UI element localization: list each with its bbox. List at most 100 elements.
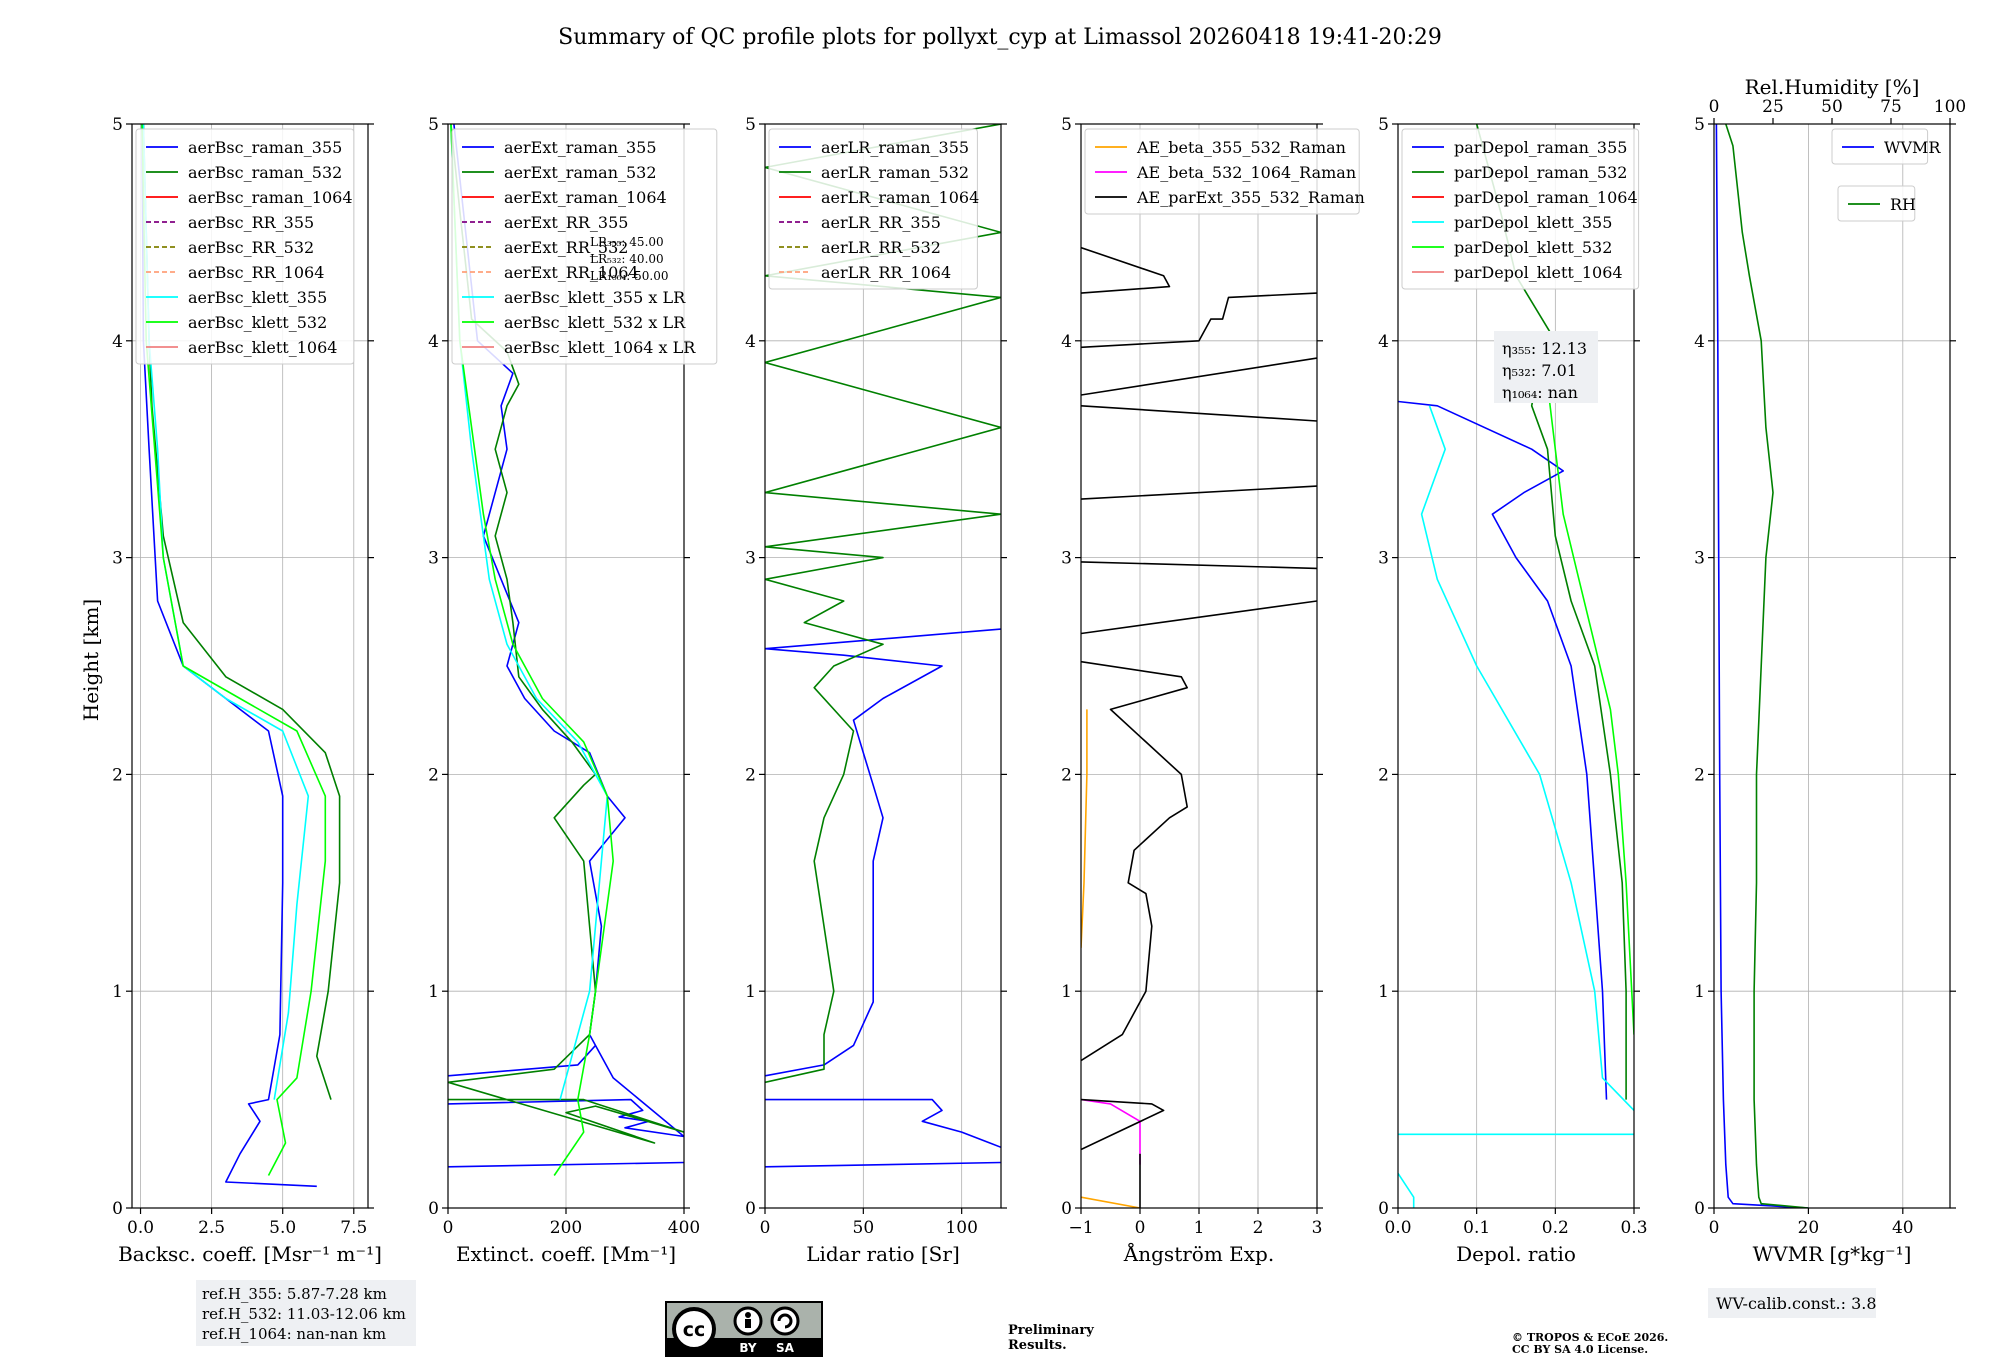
y-tick-label: 4 bbox=[428, 332, 439, 352]
x-tick-label: 0.1 bbox=[1463, 1218, 1490, 1238]
series-line bbox=[765, 628, 1001, 1077]
y-tick-label: 3 bbox=[428, 549, 439, 569]
legend-label: aerLR_raman_355 bbox=[821, 138, 969, 157]
legend-label: aerLR_raman_1064 bbox=[821, 188, 979, 207]
series-group bbox=[1715, 124, 1809, 1208]
x-tick-label: 2.5 bbox=[198, 1218, 225, 1238]
x-axis-label: Lidar ratio [Sr] bbox=[806, 1242, 960, 1266]
series-line bbox=[1715, 124, 1809, 1208]
x-tick-label: 0.3 bbox=[1620, 1218, 1647, 1238]
panel-wv: 0 20 40 0 1 2 3 4 5 WVMR [g*kg⁻¹] 0 25 50 75 100 Rel.Hu… bbox=[1694, 75, 1966, 1318]
series-line bbox=[765, 1098, 1001, 1149]
y-tick-label: 0 bbox=[1061, 1199, 1072, 1219]
x-tick-label: 50 bbox=[853, 1218, 875, 1238]
ref-heights-background bbox=[196, 1280, 416, 1346]
series-line bbox=[765, 1161, 1001, 1168]
panels: 0.0 2.5 5.0 7.5 0 1 2 3 4 5 Backsc. coeff. [Msr⁻¹ … bbox=[112, 75, 1966, 1318]
legend-label: parDepol_klett_532 bbox=[1454, 238, 1612, 257]
x-tick-label: 0 bbox=[1709, 1218, 1720, 1238]
series-line bbox=[1546, 384, 1634, 1035]
y-tick-label: 3 bbox=[1061, 549, 1072, 569]
legend-label: aerLR_RR_355 bbox=[821, 213, 941, 232]
panel-ext: 0 200 400 0 1 2 3 4 5 Extinct. coeff. [Mm⁻¹] aerEx… bbox=[428, 115, 718, 1266]
axes-frame bbox=[764, 123, 1002, 1209]
legend-background bbox=[1084, 128, 1360, 215]
y-tick-label: 5 bbox=[1694, 115, 1705, 135]
series-line bbox=[448, 1044, 597, 1077]
ref-height-532: ref.H_532: 11.03-12.06 km bbox=[202, 1305, 406, 1323]
series-line bbox=[765, 124, 1001, 1084]
y-tick-label: 2 bbox=[1694, 765, 1705, 785]
y-tick-label: 4 bbox=[1061, 332, 1072, 352]
legend-label: aerBsc_klett_355 bbox=[188, 288, 327, 307]
series-group bbox=[1081, 246, 1317, 1208]
y-tick-label: 1 bbox=[112, 982, 123, 1002]
by-icon-head bbox=[745, 1312, 751, 1318]
sa-icon-arrow bbox=[777, 1313, 793, 1329]
legend-label: aerBsc_klett_532 bbox=[188, 313, 327, 332]
ref-heights-box: ref.H_355: 5.87-7.28 km ref.H_532: 11.03… bbox=[196, 1280, 416, 1346]
x-tick-label: 2 bbox=[1253, 1218, 1264, 1238]
x-axis-label: Backsc. coeff. [Msr⁻¹ m⁻¹] bbox=[118, 1242, 382, 1266]
y-tick-label: 3 bbox=[1378, 549, 1389, 569]
ref-height-355: ref.H_355: 5.87-7.28 km bbox=[202, 1285, 387, 1303]
y-tick-label: 0 bbox=[745, 1199, 756, 1219]
legend-background bbox=[135, 128, 355, 365]
series-group bbox=[448, 124, 684, 1176]
series-line bbox=[141, 124, 327, 1176]
eta-annotation-line: η₅₃₂: 7.01 bbox=[1502, 361, 1577, 380]
series-line bbox=[1081, 246, 1171, 294]
x-tick-label: 40 bbox=[1892, 1218, 1914, 1238]
y-tick-label: 0 bbox=[428, 1199, 439, 1219]
series-line bbox=[448, 1161, 684, 1168]
y-tick-label: 5 bbox=[745, 115, 756, 135]
legend-background bbox=[1401, 128, 1640, 290]
x-tick-label: 0 bbox=[760, 1218, 771, 1238]
legend: parDepol_raman_355 parDepol_raman_532 parD… bbox=[1401, 128, 1640, 290]
legend-background bbox=[768, 128, 978, 290]
series-group bbox=[141, 124, 341, 1188]
y-tick-label: 4 bbox=[1378, 332, 1389, 352]
preliminary-line-2: Results. bbox=[1008, 1338, 1067, 1353]
series-line bbox=[1081, 405, 1317, 422]
y-tick-label: 1 bbox=[428, 982, 439, 1002]
legend-label: aerBsc_klett_1064 bbox=[188, 338, 337, 357]
y-tick-label: 2 bbox=[112, 765, 123, 785]
legend-label: aerBsc_RR_1064 bbox=[188, 263, 324, 282]
x-tick-label: 0 bbox=[1135, 1218, 1146, 1238]
lr-annotation: LR₅₃₂: 40.00 bbox=[590, 252, 664, 266]
legend-label: AE_parExt_355_532_Raman bbox=[1136, 188, 1365, 207]
lr-annotation: LR₃₅₅: 45.00 bbox=[590, 235, 664, 249]
legend: WVMR bbox=[1831, 128, 1941, 165]
legend-label: aerLR_raman_532 bbox=[821, 163, 969, 182]
copyright-line-2: CC BY SA 4.0 License. bbox=[1512, 1343, 1648, 1356]
legend-label: aerBsc_klett_355 x LR bbox=[504, 288, 686, 307]
x-tick-label: −1 bbox=[1068, 1218, 1093, 1238]
legend-label: aerExt_raman_532 bbox=[504, 163, 657, 182]
by-icon-body bbox=[745, 1319, 751, 1328]
y-tick-label: 0 bbox=[1694, 1199, 1705, 1219]
y-tick-label: 1 bbox=[745, 982, 756, 1002]
y-tick-label: 0 bbox=[1378, 1199, 1389, 1219]
y-tick-label: 2 bbox=[1378, 765, 1389, 785]
x-axis-label: Ångström Exp. bbox=[1123, 1241, 1274, 1266]
x-axis-label: WVMR [g*kg⁻¹] bbox=[1753, 1242, 1912, 1266]
y-tick-label: 5 bbox=[1061, 115, 1072, 135]
panel-bsc: 0.0 2.5 5.0 7.5 0 1 2 3 4 5 Backsc. coeff. [Msr⁻¹ … bbox=[112, 115, 382, 1266]
top-x-tick-label: 0 bbox=[1709, 97, 1720, 117]
eta-annotation: η₃₅₅: 12.13 η₅₃₂: 7.01 η₁₀₆₄: nan bbox=[1494, 331, 1598, 403]
x-tick-label: 100 bbox=[945, 1218, 977, 1238]
y-tick-label: 3 bbox=[1694, 549, 1705, 569]
y-tick-label: 2 bbox=[1061, 765, 1072, 785]
series-line bbox=[1081, 600, 1317, 635]
ref-height-1064: ref.H_1064: nan-nan km bbox=[202, 1325, 386, 1343]
y-tick-label: 2 bbox=[428, 765, 439, 785]
legend: aerLR_raman_355 aerLR_raman_532 aerLR_rama… bbox=[768, 128, 979, 290]
badge-sa-label: SA bbox=[776, 1341, 795, 1355]
series-line bbox=[1398, 1172, 1415, 1208]
sa-icon bbox=[770, 1306, 800, 1336]
series-line bbox=[450, 124, 615, 1176]
y-axis-label: Height [km] bbox=[79, 599, 103, 721]
cc-icon bbox=[672, 1307, 716, 1351]
y-tick-label: 1 bbox=[1694, 982, 1705, 1002]
